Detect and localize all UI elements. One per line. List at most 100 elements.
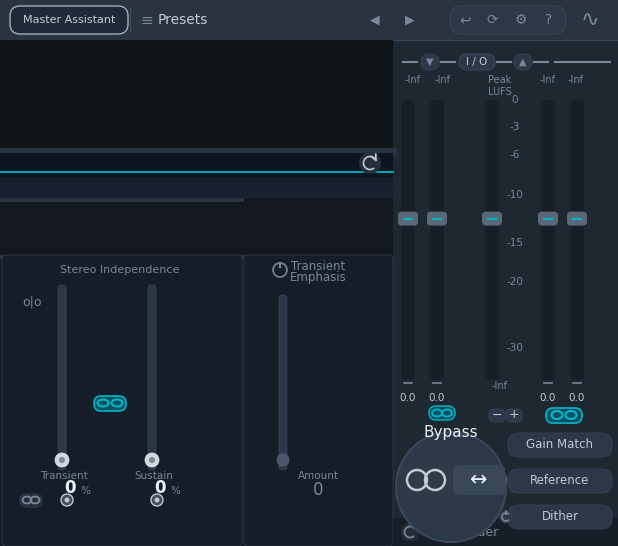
Bar [0, 0, 618, 40]
Circle shape [500, 511, 512, 523]
FancyBboxPatch shape [10, 6, 128, 34]
Text: Emphasis: Emphasis [290, 271, 346, 284]
Text: Amount: Amount [297, 471, 339, 481]
Text: 0.0: 0.0 [540, 393, 556, 403]
Circle shape [55, 453, 69, 467]
Bar [0, 40, 393, 546]
Text: 0: 0 [512, 95, 519, 105]
FancyBboxPatch shape [567, 212, 587, 225]
Bar [393, 40, 618, 546]
Text: 0: 0 [154, 479, 166, 497]
Circle shape [396, 432, 506, 542]
FancyBboxPatch shape [427, 212, 447, 225]
Text: ▶: ▶ [405, 14, 415, 27]
FancyBboxPatch shape [459, 54, 495, 70]
Text: Presets: Presets [158, 13, 208, 27]
Text: 0: 0 [64, 479, 76, 497]
FancyBboxPatch shape [506, 409, 522, 422]
Text: ▼: ▼ [426, 57, 434, 67]
Text: -10: -10 [507, 190, 523, 200]
FancyBboxPatch shape [148, 285, 156, 470]
FancyBboxPatch shape [489, 409, 505, 422]
FancyBboxPatch shape [148, 285, 156, 470]
Circle shape [149, 457, 155, 463]
Text: Sustain: Sustain [135, 471, 174, 481]
Text: −: − [492, 408, 502, 422]
Text: Gain Match: Gain Match [527, 438, 593, 452]
Bar [0, 255, 244, 259]
Text: Transient: Transient [291, 259, 345, 272]
Text: ): ) [503, 474, 509, 488]
Text: -20: -20 [507, 277, 523, 287]
Text: +: + [509, 408, 519, 422]
Text: LUFS: LUFS [488, 87, 512, 97]
Text: 0.0: 0.0 [400, 393, 416, 403]
Bar [393, 518, 618, 546]
Text: ⟳: ⟳ [486, 13, 498, 27]
Text: ?: ? [545, 13, 552, 27]
Text: ∿: ∿ [581, 10, 599, 30]
FancyBboxPatch shape [538, 212, 558, 225]
FancyBboxPatch shape [279, 295, 287, 470]
Bar [0, 198, 244, 202]
Text: -3: -3 [510, 122, 520, 132]
FancyBboxPatch shape [401, 100, 415, 380]
FancyBboxPatch shape [508, 433, 612, 457]
FancyBboxPatch shape [400, 465, 452, 495]
Text: Coder: Coder [462, 525, 499, 538]
FancyBboxPatch shape [58, 285, 66, 470]
Text: %: % [170, 486, 180, 496]
FancyBboxPatch shape [546, 408, 582, 423]
Text: 0.0: 0.0 [569, 393, 585, 403]
Text: ≡: ≡ [140, 13, 153, 27]
Text: Reference: Reference [530, 474, 590, 488]
FancyBboxPatch shape [482, 212, 502, 225]
Circle shape [145, 453, 159, 467]
Text: Stereo Independence: Stereo Independence [61, 265, 180, 275]
Text: -15: -15 [507, 238, 523, 248]
Text: I / O: I / O [467, 57, 488, 67]
FancyBboxPatch shape [279, 295, 287, 470]
Text: %: % [80, 486, 90, 496]
FancyBboxPatch shape [58, 285, 66, 470]
Circle shape [401, 523, 419, 541]
Text: Bypass: Bypass [424, 424, 478, 440]
Circle shape [359, 152, 381, 174]
Bar [0, 178, 393, 198]
Text: -Inf: -Inf [492, 381, 508, 391]
Text: -Inf: -Inf [405, 75, 421, 85]
FancyBboxPatch shape [430, 100, 444, 380]
Text: Dither: Dither [541, 511, 578, 524]
Circle shape [59, 457, 65, 463]
Text: -Inf: -Inf [540, 75, 556, 85]
Circle shape [277, 454, 289, 466]
Text: -Inf: -Inf [568, 75, 584, 85]
FancyBboxPatch shape [421, 54, 439, 70]
FancyBboxPatch shape [450, 6, 566, 34]
Bar [0, 153, 393, 193]
Text: 0.0: 0.0 [429, 393, 445, 403]
Text: Peak: Peak [488, 75, 512, 85]
FancyBboxPatch shape [94, 396, 126, 411]
Text: ↔: ↔ [470, 470, 488, 490]
FancyBboxPatch shape [398, 212, 418, 225]
FancyBboxPatch shape [508, 505, 612, 529]
Circle shape [64, 497, 69, 502]
Text: -Inf: -Inf [435, 75, 451, 85]
Text: Transient: Transient [40, 471, 88, 481]
FancyBboxPatch shape [508, 469, 612, 493]
FancyBboxPatch shape [541, 100, 555, 380]
FancyBboxPatch shape [453, 465, 505, 495]
Text: ⚙: ⚙ [515, 13, 527, 27]
Circle shape [154, 497, 159, 502]
Text: ↩: ↩ [459, 13, 471, 27]
Bar [0, 40, 393, 152]
Circle shape [61, 494, 73, 506]
FancyBboxPatch shape [244, 255, 393, 546]
FancyBboxPatch shape [20, 494, 42, 507]
FancyBboxPatch shape [514, 54, 532, 70]
FancyBboxPatch shape [429, 406, 455, 420]
FancyBboxPatch shape [2, 255, 242, 546]
Text: 0: 0 [313, 481, 323, 499]
FancyBboxPatch shape [485, 100, 499, 380]
